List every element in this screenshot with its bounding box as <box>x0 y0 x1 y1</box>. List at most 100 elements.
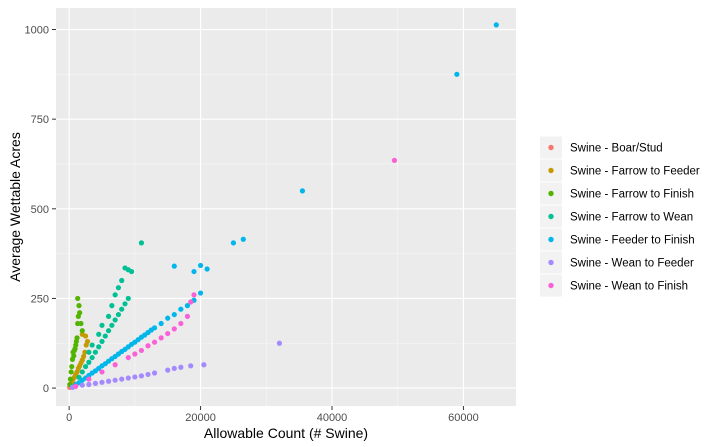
data-point <box>84 338 91 345</box>
data-point <box>89 342 95 348</box>
data-point <box>78 320 84 327</box>
data-point <box>125 295 131 302</box>
data-point <box>105 313 112 319</box>
data-point <box>67 376 74 382</box>
data-point <box>92 380 99 387</box>
data-point <box>112 362 118 368</box>
data-point <box>171 311 177 318</box>
data-point <box>184 313 191 319</box>
data-point <box>138 347 145 354</box>
data-point <box>119 277 125 284</box>
data-point <box>299 188 306 194</box>
legend: Swine - Boar/Stud Swine - Farrow to Feede… <box>540 134 718 299</box>
data-point <box>230 240 237 246</box>
data-point <box>73 383 79 389</box>
data-point <box>82 333 89 339</box>
data-point <box>454 71 460 77</box>
plot-panel <box>56 8 516 406</box>
data-point <box>75 295 81 302</box>
y-tick-label: 250 <box>31 293 49 305</box>
data-point <box>115 285 122 291</box>
data-point <box>145 343 151 349</box>
legend-key-point <box>548 282 554 289</box>
y-tick-label: 750 <box>31 114 49 126</box>
data-point <box>138 373 145 379</box>
data-point <box>115 311 122 318</box>
data-point <box>86 376 92 382</box>
legend-key-point <box>548 144 554 151</box>
legend-key-point <box>548 259 554 266</box>
data-point <box>171 263 177 269</box>
data-point <box>151 370 158 376</box>
data-point <box>204 266 210 272</box>
grid-major <box>56 8 516 406</box>
x-axis-ticks: 0 20000 40000 60000 <box>66 406 479 424</box>
y-tick-label: 1000 <box>25 25 49 37</box>
data-point <box>112 292 118 298</box>
data-point <box>165 330 171 337</box>
data-point <box>191 292 197 298</box>
legend-label: Swine - Feeder to Finish <box>570 235 695 247</box>
legend-label: Swine - Farrow to Wean <box>570 212 693 224</box>
data-point <box>191 268 197 275</box>
data-point <box>77 310 83 316</box>
data-point <box>112 317 118 323</box>
data-point <box>188 299 194 305</box>
data-point <box>96 344 102 350</box>
x-tick-label: 0 <box>66 412 72 424</box>
data-point <box>81 353 87 360</box>
y-tick-label: 0 <box>43 383 49 395</box>
y-tick-label: 500 <box>31 204 49 216</box>
data-point <box>201 362 207 368</box>
data-point <box>119 376 125 382</box>
data-point <box>99 322 105 328</box>
data-point <box>197 290 204 296</box>
x-tick-label: 40000 <box>317 412 348 424</box>
data-point <box>158 335 164 341</box>
data-point <box>165 315 171 321</box>
x-tick-label: 60000 <box>448 412 479 424</box>
data-point <box>96 331 102 337</box>
data-point <box>76 303 82 309</box>
data-points <box>67 22 499 390</box>
data-point <box>99 338 105 345</box>
data-point <box>82 363 89 370</box>
data-point <box>71 353 77 359</box>
legend-key-point <box>548 236 554 243</box>
legend-background <box>540 134 718 299</box>
data-point <box>178 364 184 370</box>
x-axis-title: Allowable Count (# Swine) <box>204 425 368 441</box>
data-point <box>151 325 158 331</box>
data-point <box>178 320 184 327</box>
data-point <box>99 379 105 385</box>
data-point <box>109 303 115 309</box>
data-point <box>79 382 85 388</box>
data-point <box>89 354 95 361</box>
data-point <box>86 349 92 355</box>
data-point <box>276 340 283 346</box>
data-point <box>122 301 128 307</box>
data-point <box>171 326 177 332</box>
data-point <box>86 381 92 388</box>
data-point <box>158 320 164 327</box>
data-point <box>112 377 118 383</box>
legend-key-point <box>548 190 554 197</box>
data-point <box>79 328 85 334</box>
y-axis-ticks: 0 250 500 750 1000 <box>25 25 56 395</box>
data-point <box>178 306 184 312</box>
data-point <box>132 351 138 357</box>
data-point <box>86 359 92 365</box>
legend-label: Swine - Boar/Stud <box>570 143 663 155</box>
data-point <box>391 157 398 163</box>
data-point <box>125 375 131 381</box>
data-point <box>119 306 125 312</box>
data-point <box>165 367 171 373</box>
data-point <box>105 378 112 384</box>
data-point <box>171 365 177 371</box>
data-point <box>79 369 85 375</box>
legend-key-point <box>548 213 554 220</box>
legend-key-point <box>548 167 554 174</box>
data-point <box>151 339 158 345</box>
data-point <box>493 22 499 28</box>
data-point <box>138 240 145 246</box>
